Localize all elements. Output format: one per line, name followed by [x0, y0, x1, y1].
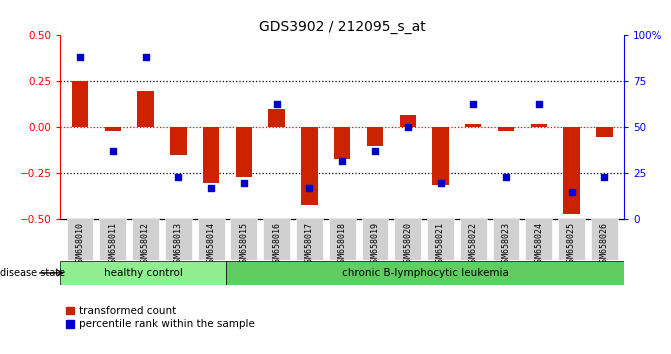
Text: GSM658023: GSM658023 [501, 222, 511, 267]
Bar [564, 127, 580, 214]
Point [140, 55, 151, 60]
FancyBboxPatch shape [99, 219, 126, 260]
Point [271, 101, 282, 106]
FancyBboxPatch shape [329, 219, 356, 260]
FancyBboxPatch shape [525, 219, 552, 260]
Text: GSM658024: GSM658024 [534, 222, 544, 267]
Text: GSM658018: GSM658018 [338, 222, 347, 267]
Point [107, 149, 118, 154]
Point [206, 185, 217, 191]
Bar [334, 127, 350, 159]
Bar [203, 127, 219, 183]
Text: GSM658021: GSM658021 [436, 222, 445, 267]
Point [173, 174, 184, 180]
Text: healthy control: healthy control [104, 268, 183, 278]
Text: GSM658020: GSM658020 [403, 222, 412, 267]
Bar [432, 127, 449, 184]
Bar [465, 124, 482, 127]
Point [435, 180, 446, 185]
Text: GSM658022: GSM658022 [469, 222, 478, 267]
Point [533, 101, 544, 106]
Point [599, 174, 610, 180]
FancyBboxPatch shape [558, 219, 585, 260]
FancyBboxPatch shape [296, 219, 323, 260]
Bar [72, 81, 89, 127]
Text: GSM658010: GSM658010 [76, 222, 85, 267]
FancyBboxPatch shape [226, 261, 624, 285]
FancyBboxPatch shape [591, 219, 618, 260]
FancyBboxPatch shape [230, 219, 258, 260]
Text: disease state: disease state [0, 268, 65, 278]
Text: GSM658025: GSM658025 [567, 222, 576, 267]
FancyBboxPatch shape [493, 219, 519, 260]
Title: GDS3902 / 212095_s_at: GDS3902 / 212095_s_at [259, 21, 425, 34]
Bar [170, 127, 187, 155]
Point [468, 101, 478, 106]
Point [304, 185, 315, 191]
FancyBboxPatch shape [198, 219, 225, 260]
Text: GSM658017: GSM658017 [305, 222, 314, 267]
Bar [399, 115, 416, 127]
FancyBboxPatch shape [427, 219, 454, 260]
Text: GSM658013: GSM658013 [174, 222, 183, 267]
Bar [596, 127, 613, 137]
Point [74, 55, 85, 60]
Point [337, 158, 348, 164]
Text: GSM658011: GSM658011 [108, 222, 117, 267]
FancyBboxPatch shape [263, 219, 290, 260]
Bar [236, 127, 252, 177]
Point [238, 180, 249, 185]
Text: GSM658015: GSM658015 [240, 222, 248, 267]
FancyBboxPatch shape [165, 219, 192, 260]
FancyBboxPatch shape [60, 261, 226, 285]
Point [566, 189, 577, 195]
Text: GSM658019: GSM658019 [370, 222, 380, 267]
Bar [105, 127, 121, 131]
Text: GSM658014: GSM658014 [207, 222, 215, 267]
FancyBboxPatch shape [460, 219, 486, 260]
Bar [498, 127, 514, 131]
Text: GSM658026: GSM658026 [600, 222, 609, 267]
Bar [138, 91, 154, 127]
Point [501, 174, 511, 180]
Legend: transformed count, percentile rank within the sample: transformed count, percentile rank withi… [66, 306, 255, 329]
Bar [531, 124, 547, 127]
Bar [367, 127, 383, 146]
FancyBboxPatch shape [395, 219, 421, 260]
FancyBboxPatch shape [132, 219, 159, 260]
Text: GSM658012: GSM658012 [141, 222, 150, 267]
Text: chronic B-lymphocytic leukemia: chronic B-lymphocytic leukemia [342, 268, 509, 278]
Bar [268, 109, 285, 127]
Point [370, 149, 380, 154]
Text: GSM658016: GSM658016 [272, 222, 281, 267]
FancyBboxPatch shape [66, 219, 93, 260]
FancyBboxPatch shape [362, 219, 389, 260]
Point [403, 125, 413, 130]
Bar [301, 127, 317, 205]
